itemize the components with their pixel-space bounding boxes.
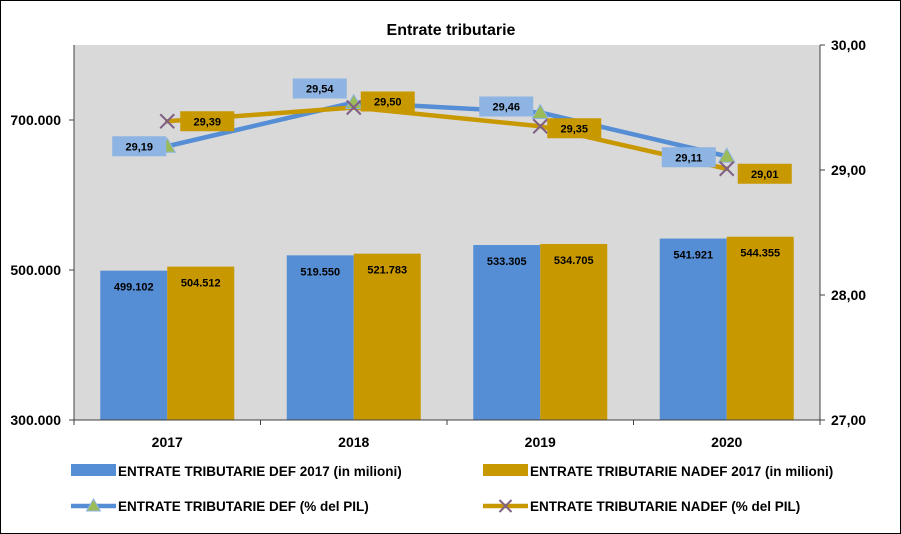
x-marker xyxy=(159,113,175,129)
triangle-marker xyxy=(531,103,550,119)
x-marker xyxy=(532,118,548,134)
line-label-box xyxy=(112,136,167,157)
bar-data-label: 533.305 xyxy=(487,256,527,268)
line-label-box xyxy=(360,91,415,112)
line-label-box xyxy=(292,78,347,99)
line-data-label: 29,46 xyxy=(492,102,520,114)
line-label-box xyxy=(180,111,235,132)
legend-label: ENTRATE TRIBUTARIE NADEF (% del PIL) xyxy=(530,499,800,514)
bar xyxy=(167,266,235,420)
triangle-marker xyxy=(85,498,102,512)
x-marker-stroke xyxy=(346,99,362,116)
x-marker-stroke xyxy=(159,113,175,129)
x-marker-stroke xyxy=(719,161,735,177)
series-line xyxy=(165,105,729,171)
left-tick-label: 500.000 xyxy=(10,262,61,278)
x-marker xyxy=(719,161,735,177)
legend-swatch xyxy=(71,464,116,476)
x-marker xyxy=(346,99,362,116)
legend-item: ENTRATE TRIBUTARIE DEF (% del PIL) xyxy=(71,498,369,514)
bar-data-label: 499.102 xyxy=(114,282,154,294)
right-tick-label: 27,00 xyxy=(831,412,866,428)
legend-item: ENTRATE TRIBUTARIE DEF 2017 (in milioni) xyxy=(71,464,402,479)
triangle-marker xyxy=(717,147,736,163)
x-tick-label: 2018 xyxy=(338,434,369,450)
line-label-box xyxy=(737,163,792,184)
legend-label: ENTRATE TRIBUTARIE DEF (% del PIL) xyxy=(118,499,369,514)
legend-item: ENTRATE TRIBUTARIE NADEF (% del PIL) xyxy=(483,499,800,514)
legend-label: ENTRATE TRIBUTARIE DEF 2017 (in milioni) xyxy=(118,464,402,479)
line-data-label: 29,35 xyxy=(560,123,588,135)
x-tick-label: 2020 xyxy=(711,434,742,450)
bar xyxy=(286,255,354,420)
series-line xyxy=(165,100,729,159)
line-label-box xyxy=(661,147,716,168)
left-tick-label: 300.000 xyxy=(10,412,61,428)
x-marker-stroke xyxy=(498,499,513,513)
bar xyxy=(353,253,421,420)
right-tick-label: 29,00 xyxy=(831,162,866,178)
chart-title: Entrate tributarie xyxy=(387,22,516,39)
bar xyxy=(100,270,168,420)
bar-data-label: 504.512 xyxy=(181,278,221,290)
line-label-box xyxy=(479,96,534,117)
bar-data-label: 534.705 xyxy=(554,255,594,267)
line-label-box xyxy=(547,118,602,139)
bar xyxy=(540,243,608,420)
left-tick-label: 700.000 xyxy=(10,112,61,128)
right-tick-label: 28,00 xyxy=(831,287,866,303)
right-tick-label: 30,00 xyxy=(831,37,866,53)
bar-data-label: 521.783 xyxy=(367,265,407,277)
x-tick-label: 2017 xyxy=(152,434,183,450)
bar-data-label: 541.921 xyxy=(673,250,713,262)
x-marker-stroke xyxy=(532,118,548,134)
line-data-label: 29,11 xyxy=(675,152,702,164)
legend-label: ENTRATE TRIBUTARIE NADEF 2017 (in milion… xyxy=(530,464,833,479)
line-data-label: 29,54 xyxy=(306,84,334,96)
legend-swatch xyxy=(483,464,528,476)
line-data-label: 29,19 xyxy=(125,141,153,153)
line-data-label: 29,50 xyxy=(374,97,402,109)
line-data-label: 29,39 xyxy=(193,116,221,128)
legend-item: ENTRATE TRIBUTARIE NADEF 2017 (in milion… xyxy=(483,464,833,479)
bar-data-label: 519.550 xyxy=(300,266,340,278)
line-data-label: 29,01 xyxy=(751,169,779,181)
bar xyxy=(659,238,727,420)
bar xyxy=(473,245,541,420)
bar-data-label: 544.355 xyxy=(740,248,780,260)
bar xyxy=(726,236,794,420)
x-tick-label: 2019 xyxy=(525,434,556,450)
